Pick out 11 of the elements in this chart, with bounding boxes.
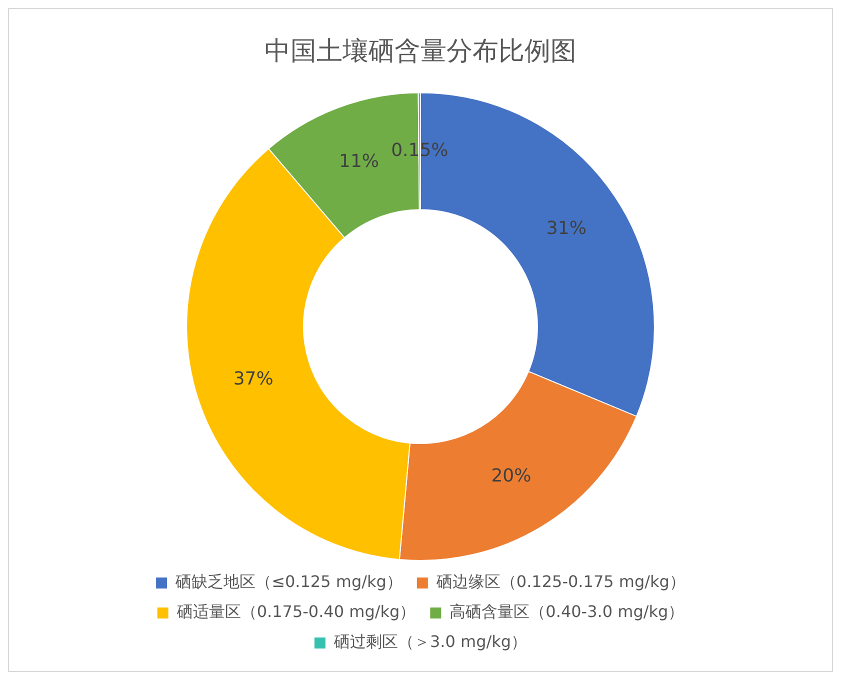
chart-title: 中国土壤硒含量分布比例图 <box>264 36 576 66</box>
data-label: 31% <box>546 218 586 239</box>
legend-label: 高硒含量区（0.40-3.0 mg/kg） <box>450 602 684 622</box>
data-label: 0.15% <box>391 140 448 161</box>
legend-label: 硒适量区（0.175-0.40 mg/kg） <box>176 602 416 622</box>
data-label: 20% <box>491 465 532 486</box>
data-label: 37% <box>233 368 274 390</box>
legend-label: 硒边缘区（0.125-0.175 mg/kg） <box>435 572 686 592</box>
legend-label: 硒缺乏地区（≤0.125 mg/kg） <box>174 572 402 592</box>
legend-label: 硒过剩区（＞3.0 mg/kg） <box>332 632 528 652</box>
data-label: 11% <box>339 150 380 172</box>
